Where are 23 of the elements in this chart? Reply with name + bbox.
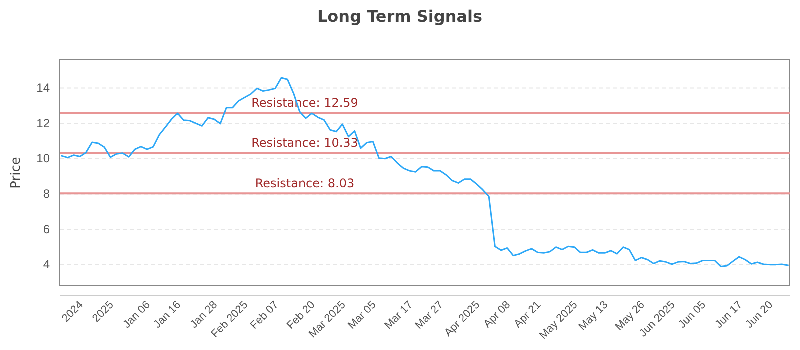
x-tick-label: Mar 17 [382,299,416,332]
x-tick-label: Jan 06 [121,299,153,332]
y-axis-title: Price [9,157,24,189]
x-tick-label: Jun 05 [676,299,708,332]
x-tick-label: Mar 27 [413,299,446,332]
x-tick-label: Jun 17 [713,299,746,332]
y-tick-label: 4 [43,258,50,272]
x-tick-label: Apr 08 [482,299,514,331]
chart-title: Long Term Signals [317,7,483,26]
line-series [61,77,789,268]
x-tick-label: Apr 21 [512,299,544,331]
x-tick-label: May 13 [576,299,611,334]
y-tick-label: 12 [36,116,50,130]
x-tick-label: Mar 05 [346,299,379,332]
ref-line-label: Resistance: 8.03 [255,176,355,191]
y-tick-label: 8 [43,187,50,202]
y-tick-label: 10 [36,152,50,166]
x-tick-label: Jun 20 [744,299,776,332]
y-tick-label: 14 [36,81,50,96]
y-tick-label: 6 [43,222,50,236]
x-tick-label: Jan 16 [152,299,184,332]
x-tick-label: Feb 07 [248,299,282,332]
ref-line-label: Resistance: 10.33 [252,136,358,150]
